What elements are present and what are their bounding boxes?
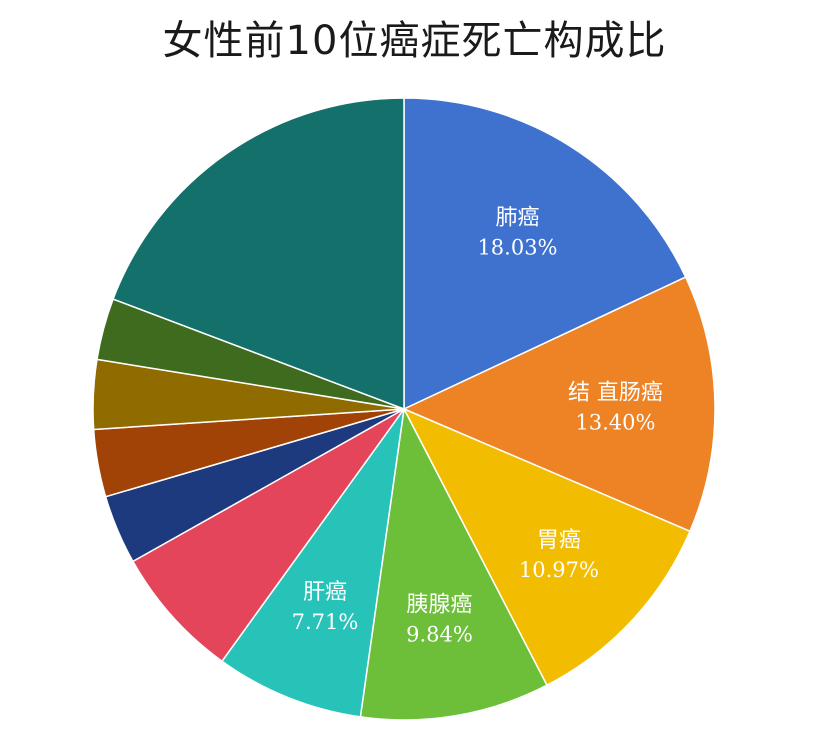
pie-slice-1	[402, 276, 716, 533]
slice-percent-2: 10.97%	[519, 558, 599, 582]
slice-label-1: 结 直肠癌	[568, 380, 663, 405]
pie-slices	[92, 97, 716, 721]
slice-label-4: 肝癌	[303, 580, 347, 605]
pie-slice-5	[131, 408, 405, 663]
slice-label-3: 胰腺癌	[406, 592, 472, 617]
slice-percent-1: 13.40%	[575, 410, 655, 434]
slice-percent-4: 7.71%	[292, 610, 359, 634]
pie-slice-4	[220, 408, 405, 718]
pie-slice-0	[403, 97, 687, 411]
slice-label-2: 胃癌	[537, 528, 581, 553]
pie-slice-2	[402, 407, 691, 687]
slice-label-0: 肺癌	[495, 206, 539, 231]
slice-percent-0: 18.03%	[477, 236, 557, 260]
slice-percent-3: 9.84%	[406, 622, 473, 646]
chart-title: 女性前10位癌症死亡构成比	[162, 18, 667, 64]
pie-labels: 肺癌 18.03% 结 直肠癌 13.40% 胃癌 10.97% 胰腺癌 9.84% 肝癌 7.7…	[292, 206, 663, 647]
pie-slice-3	[359, 406, 548, 721]
pie-slice-10	[112, 97, 405, 411]
